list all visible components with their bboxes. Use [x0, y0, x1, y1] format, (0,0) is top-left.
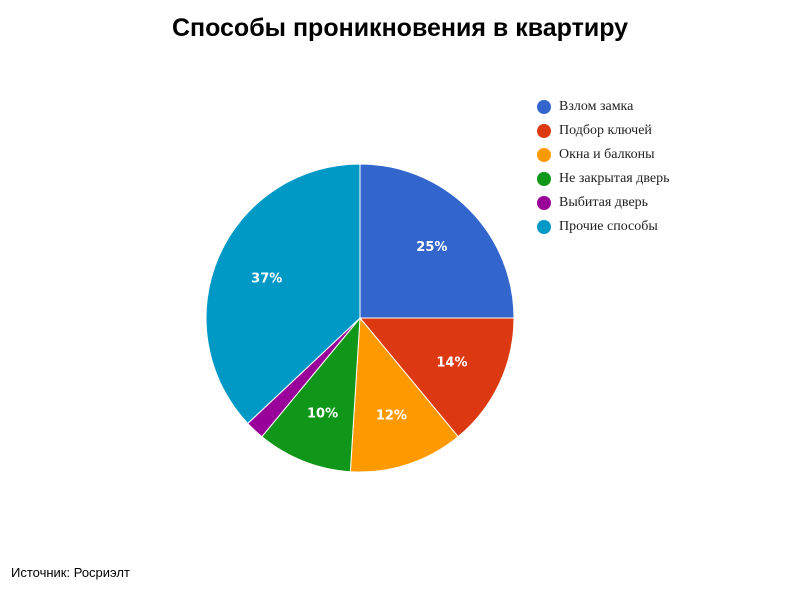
legend-label: Взлом замка: [559, 99, 634, 114]
pie-slice-2: [358, 317, 515, 438]
slice-data-label-6: 37%: [251, 272, 282, 287]
legend-swatch-icon: [537, 124, 551, 138]
source-note: Источник: Росриэлт: [11, 565, 130, 580]
legend-label: Выбитая дверь: [559, 195, 649, 210]
pie-slice-4: [261, 316, 361, 473]
chart-title: Способы проникновения в квартиру: [171, 14, 629, 42]
slice-data-label-3: 12%: [376, 409, 407, 424]
legend-item-4: Не закрытая дверь: [537, 167, 669, 191]
pie-slice-1: [359, 163, 515, 319]
chart-legend: Взлом замка Подбор ключей Окна и балконы Не…: [537, 95, 669, 239]
legend-swatch-icon: [537, 220, 551, 234]
legend-swatch-icon: [537, 100, 551, 114]
legend-label: Окна и балконы: [559, 147, 655, 162]
legend-item-5: Выбитая дверь: [537, 191, 669, 215]
slice-data-label-1: 25%: [416, 240, 447, 255]
pie-slices: [205, 163, 515, 473]
pie-slice-3: [349, 316, 459, 473]
legend-item-1: Взлом замка: [537, 95, 669, 119]
slice-data-label-2: 14%: [436, 355, 467, 370]
legend-item-6: Прочие способы: [537, 215, 669, 239]
legend-item-2: Подбор ключей: [537, 119, 669, 143]
legend-label: Не закрытая дверь: [559, 171, 670, 186]
legend-label: Прочие способы: [559, 219, 658, 234]
legend-swatch-icon: [537, 172, 551, 186]
legend-item-3: Окна и балконы: [537, 143, 669, 167]
pie-data-labels: 25% 14% 12% 10% 37%: [251, 240, 467, 424]
pie-slice-6: [205, 163, 361, 425]
legend-swatch-icon: [537, 196, 551, 210]
legend-label: Подбор ключей: [559, 123, 652, 138]
legend-swatch-icon: [537, 148, 551, 162]
slice-data-label-4: 10%: [307, 407, 338, 422]
